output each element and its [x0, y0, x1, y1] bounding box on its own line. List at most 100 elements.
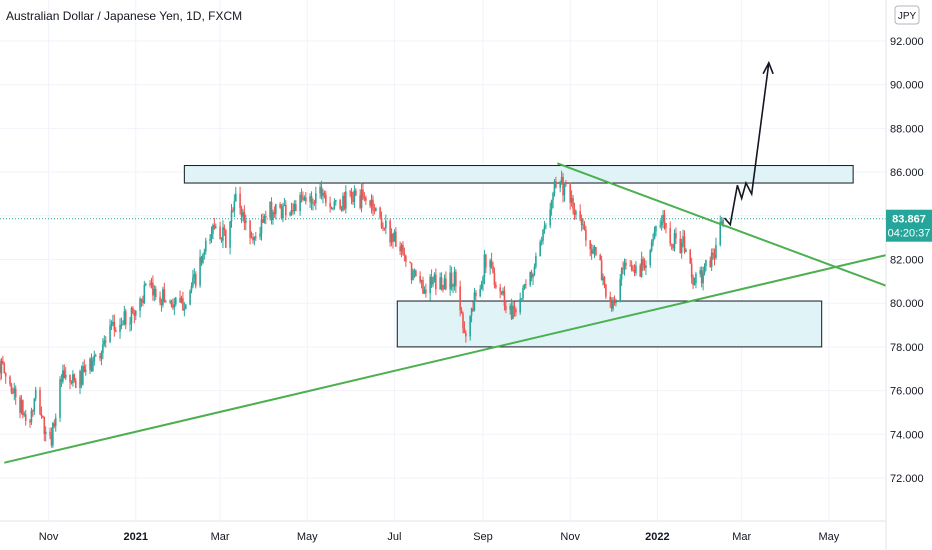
candle-body — [525, 284, 527, 286]
candle-body — [519, 298, 521, 313]
currency-label: JPY — [898, 11, 917, 22]
candle-body — [672, 244, 674, 249]
candle-body — [393, 231, 396, 242]
candle-body — [402, 244, 404, 255]
candle-body — [282, 205, 284, 219]
candle-body — [410, 262, 413, 280]
candle-body — [303, 197, 306, 200]
candle-body — [22, 400, 24, 416]
candle-body — [503, 290, 506, 306]
candle-body — [199, 257, 201, 286]
candle-body — [432, 279, 434, 285]
resistance-zone[interactable] — [183, 165, 854, 184]
candle-body — [43, 417, 46, 435]
x-tick-label: 2022 — [645, 531, 669, 543]
candle-body — [94, 355, 97, 357]
candle-body — [605, 284, 607, 297]
candle-body — [40, 413, 43, 416]
grid — [0, 0, 886, 521]
candle-body — [2, 360, 4, 364]
ascending-trendline[interactable] — [4, 254, 887, 464]
candle-body — [475, 292, 477, 297]
candle-body — [103, 340, 106, 345]
candle-body — [489, 260, 491, 268]
candle-body — [64, 374, 67, 378]
candle-body — [385, 220, 387, 229]
candle-body — [143, 284, 146, 303]
candle-body — [290, 210, 293, 213]
support-zone[interactable] — [396, 300, 823, 348]
time-axis[interactable]: Nov 2021 Mar May Jul Sep Nov 2022 Mar May — [39, 531, 840, 543]
candle-body — [470, 308, 473, 316]
y-tick-label: 88.000 — [890, 123, 924, 135]
candle-body — [84, 369, 87, 372]
candle-body — [409, 261, 411, 263]
candle-body — [0, 364, 1, 374]
candle-body — [330, 207, 333, 209]
candle-body — [483, 254, 486, 278]
candle-body — [249, 220, 251, 238]
candle-body — [189, 291, 191, 305]
candle-body — [473, 292, 476, 311]
candle-body — [549, 209, 551, 226]
candle-body — [539, 241, 541, 257]
x-tick-label: 2021 — [124, 531, 148, 543]
candle-body — [590, 249, 593, 254]
candle-body — [73, 374, 76, 381]
candle-body — [600, 260, 603, 281]
candle-body — [610, 301, 613, 309]
candle-body — [399, 246, 401, 252]
candle-body — [232, 210, 234, 212]
candle-body — [603, 277, 606, 285]
candle-body — [453, 271, 456, 286]
candle-body — [589, 240, 591, 250]
candle-body — [329, 202, 331, 208]
candle-body — [59, 379, 61, 418]
candle-body — [123, 311, 126, 325]
candle-body — [362, 189, 364, 198]
candle-body — [23, 414, 26, 416]
candle-body — [209, 238, 211, 241]
candle-body — [612, 299, 614, 309]
current-price-value: 83.867 — [892, 214, 926, 226]
candle-body — [649, 250, 652, 266]
candle-body — [309, 196, 311, 202]
candle-body — [325, 194, 327, 203]
y-tick-label: 82.000 — [890, 255, 924, 267]
candle-body — [220, 239, 223, 241]
descending-trendline[interactable] — [556, 162, 887, 287]
candle-body — [39, 389, 41, 414]
candle-body — [262, 219, 264, 223]
candle-body — [413, 270, 416, 272]
candle-body — [70, 382, 73, 384]
candle-body — [92, 361, 94, 372]
candle-body — [183, 308, 186, 311]
current-price-tag[interactable]: 83.867 04:20:37 — [886, 209, 932, 242]
candle-body — [679, 238, 682, 254]
candle-body — [443, 278, 446, 290]
candle-body — [213, 225, 216, 229]
candle-body — [144, 284, 147, 286]
candle-body — [243, 212, 246, 224]
currency-button[interactable]: JPY — [894, 5, 920, 25]
candle-body — [639, 265, 642, 277]
candle-body — [543, 226, 546, 230]
candle-body — [89, 358, 91, 370]
candle-body — [579, 211, 581, 219]
price-axis[interactable]: 72.00074.00076.00078.00080.00082.00084.0… — [890, 36, 924, 485]
candle-body — [703, 266, 706, 274]
candle-body — [313, 202, 316, 204]
candle-body — [540, 240, 543, 242]
candle-body — [433, 274, 436, 280]
candle-body — [353, 190, 356, 202]
candle-body — [179, 297, 181, 303]
candle-body — [184, 304, 187, 309]
candle-body — [669, 228, 672, 244]
candle-body — [403, 254, 406, 256]
candle-body — [150, 282, 153, 285]
candle-body — [709, 260, 712, 268]
candle-body — [389, 220, 391, 243]
projection-path[interactable] — [723, 62, 770, 227]
candle-body — [299, 194, 301, 212]
candle-body — [124, 311, 127, 325]
